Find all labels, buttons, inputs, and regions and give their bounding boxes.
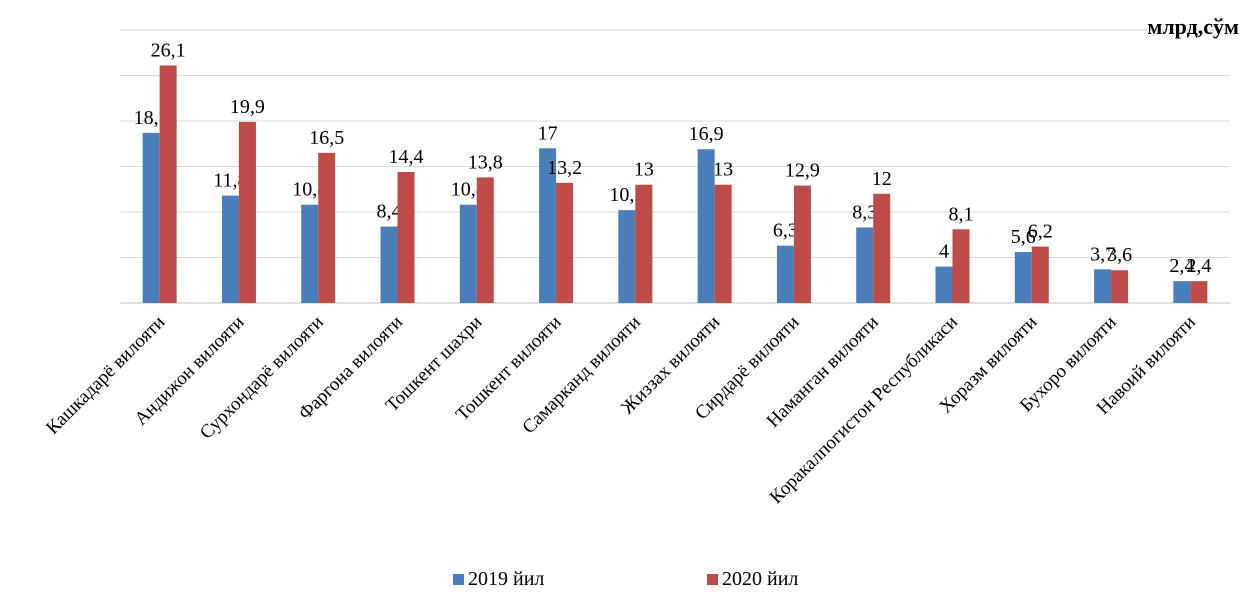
bar-2019: [539, 148, 557, 303]
bar-2020: [635, 184, 653, 303]
bar-2020: [1031, 246, 1049, 303]
legend-swatch-2019: [453, 574, 464, 585]
bar-2019: [856, 227, 874, 303]
bar-2020: [159, 65, 177, 304]
data-label-2019: 2,4: [1169, 255, 1194, 277]
bar-2020: [952, 229, 970, 303]
bar-2020: [238, 121, 256, 303]
legend-label-2020: 2020 йил: [722, 568, 799, 590]
bar-2020: [397, 171, 415, 303]
bar-2019: [221, 195, 239, 303]
bar-2019: [935, 266, 953, 303]
bar-2020: [1190, 281, 1208, 303]
data-label-2019: 16,9: [689, 123, 724, 145]
bar-2020: [793, 185, 811, 303]
data-label-2019: 17: [538, 122, 558, 144]
data-label-2019: 3,7: [1090, 243, 1115, 265]
data-label-2019: 8,4: [377, 201, 402, 223]
data-label-2020: 13,8: [468, 151, 503, 173]
data-label-2020: 12: [872, 168, 892, 190]
bar-2019: [380, 226, 398, 303]
data-label-2020: 13,2: [547, 157, 582, 179]
bar-2020: [556, 182, 574, 303]
data-label-2020: 12,9: [785, 160, 820, 182]
data-label-2020: 19,9: [230, 96, 265, 118]
data-label-2019: 5,6: [1011, 226, 1036, 248]
data-label-2020: 6,2: [1028, 221, 1053, 243]
data-label-2020: 2,4: [1186, 255, 1211, 277]
legend: 2019 йил 2020 йил: [0, 568, 1245, 594]
legend-label-2019: 2019 йил: [468, 568, 545, 590]
unit-label: млрд,сўм: [1147, 14, 1239, 39]
data-label-2020: 8,1: [949, 203, 974, 225]
legend-item-2019: 2019 йил: [453, 568, 544, 591]
bar-2019: [618, 210, 636, 303]
bar-2019: [1094, 269, 1112, 303]
data-label-2020: 16,5: [309, 127, 344, 149]
bar-2019: [301, 204, 319, 303]
bar-2020: [714, 184, 732, 303]
legend-item-2020: 2020 йил: [707, 568, 798, 591]
data-label-2020: 14,4: [389, 146, 424, 168]
data-label-2020: 3,6: [1107, 244, 1132, 266]
data-label-2019: 6,3: [773, 220, 798, 242]
data-label-2020: 13: [713, 159, 733, 181]
bar-2020: [476, 177, 494, 303]
data-label-2019: 8,3: [852, 201, 877, 223]
bar-2019: [142, 132, 160, 303]
bar-2019: [1014, 252, 1032, 303]
bar-2019: [697, 149, 715, 303]
bar-2019: [1173, 281, 1191, 303]
data-label-2020: 13: [634, 159, 654, 181]
bar-2020: [873, 193, 891, 303]
data-label-2020: 26,1: [151, 39, 186, 61]
bar-2020: [1111, 270, 1129, 303]
data-label-2019: 4: [939, 241, 949, 263]
bar-2020: [318, 152, 336, 303]
bar-2019: [776, 245, 794, 303]
legend-swatch-2020: [707, 574, 718, 585]
bar-2019: [459, 204, 477, 303]
